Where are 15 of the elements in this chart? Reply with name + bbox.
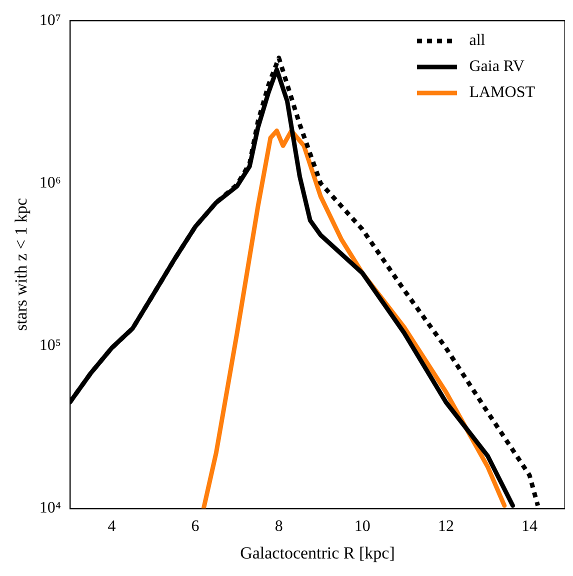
x-tick-label: 12 xyxy=(438,518,454,536)
y-tick-label: 10⁴ xyxy=(39,500,62,517)
y-axis-title: stars with z < 1 kpc xyxy=(12,198,31,331)
x-axis-title: Galactocentric R [kpc] xyxy=(240,543,395,562)
x-tick-label: 8 xyxy=(274,518,283,536)
legend-label: all xyxy=(469,32,486,50)
x-tick-label: 10 xyxy=(354,518,370,536)
x-tick-label: 14 xyxy=(521,518,538,536)
x-tick-label: 6 xyxy=(191,518,200,536)
legend-label: Gaia RV xyxy=(469,58,524,76)
x-tick-label: 4 xyxy=(108,518,116,536)
y-tick-label: 10⁶ xyxy=(39,174,61,192)
y-tick-label: 10⁵ xyxy=(39,337,61,354)
y-tick-label: 10⁷ xyxy=(39,12,61,29)
legend-label: LAMOST xyxy=(469,84,535,102)
